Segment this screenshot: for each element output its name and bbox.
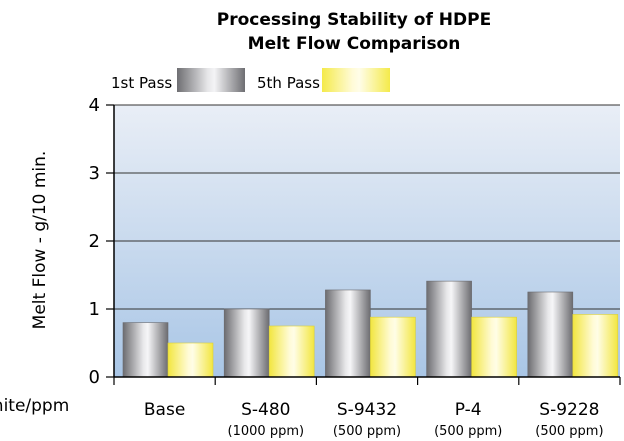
bar-5th-pass	[268, 325, 315, 378]
legend-label-1st-pass: 1st Pass	[111, 74, 173, 92]
bar-5th-pass	[572, 314, 619, 378]
chart-title: Processing Stability of HDPE	[216, 10, 492, 30]
y-tick-label: 4	[89, 95, 100, 116]
x-category-sublabel: (500 ppm)	[434, 424, 502, 439]
x-category-sublabel: (500 ppm)	[333, 424, 401, 439]
chart-subtitle: Melt Flow Comparison	[247, 34, 461, 54]
legend-swatch-1st-pass	[177, 68, 245, 92]
bar-1st-pass	[122, 322, 169, 378]
x-category-label: Base	[144, 400, 185, 420]
bar-5th-pass	[167, 342, 214, 378]
bar-1st-pass	[223, 308, 270, 378]
y-tick-label: 3	[89, 163, 100, 184]
bar-1st-pass	[325, 289, 371, 378]
x-axis-title: phite/ppm	[0, 396, 70, 416]
x-category-label: P-4	[455, 400, 482, 420]
x-category-sublabel: (1000 ppm)	[228, 424, 305, 439]
y-tick-label: 0	[89, 367, 100, 388]
bar-5th-pass	[370, 316, 416, 378]
y-tick-label: 2	[89, 231, 100, 252]
x-category-label: S-9228	[539, 400, 599, 420]
legend-swatch-5th-pass	[322, 68, 390, 92]
legend-label-5th-pass: 5th Pass	[257, 74, 320, 92]
bar-5th-pass	[471, 316, 517, 378]
y-tick-label: 1	[89, 299, 100, 320]
x-category-sublabel: (500 ppm)	[535, 424, 603, 439]
bar-1st-pass	[426, 280, 472, 378]
x-category-label: S-480	[241, 400, 290, 420]
bar-1st-pass	[527, 291, 574, 378]
x-category-label: S-9432	[337, 400, 397, 420]
